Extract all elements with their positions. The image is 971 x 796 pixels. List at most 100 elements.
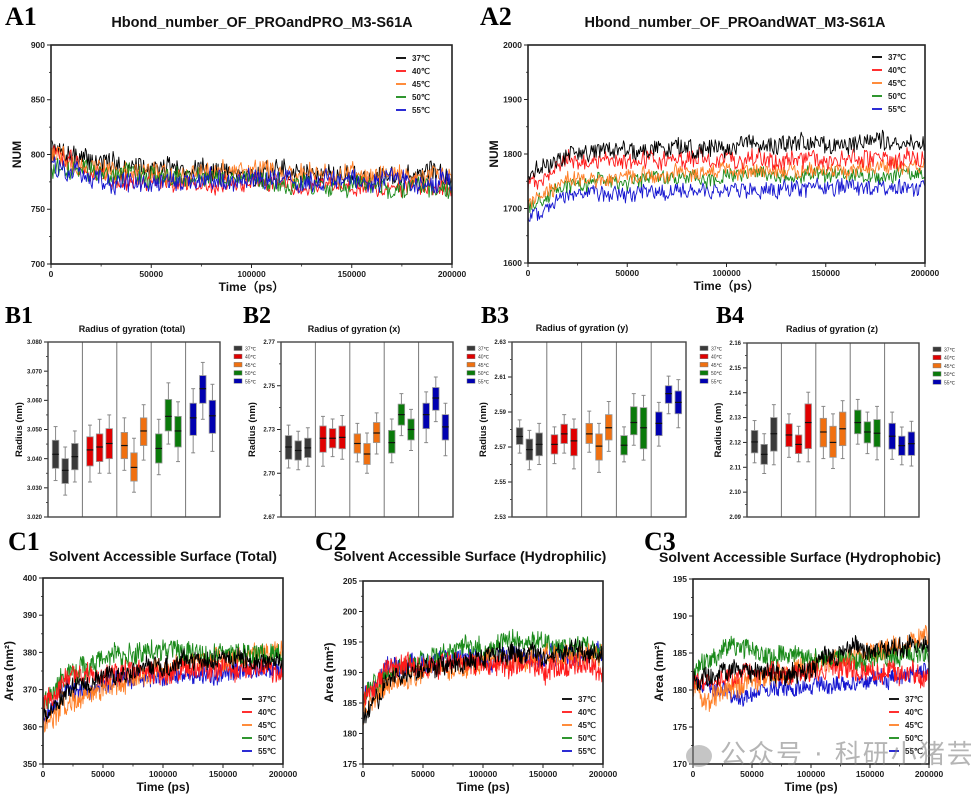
chart-b3: B3 Radius of gyration (y) 2.53 2.55 2.57 2.59… [478, 303, 723, 521]
legend-label: 40℃ [478, 355, 490, 361]
x-axis-label: Time (ps) [784, 780, 837, 794]
y-tick-label: 170 [673, 759, 687, 769]
series-line-50c [51, 157, 452, 200]
chart-title: Solvent Accessible Surface (Hydrophilic) [334, 548, 607, 564]
y-tick-label: 205 [343, 576, 357, 586]
legend-label: 40℃ [412, 67, 430, 76]
x-tick-label: 150000 [338, 269, 367, 279]
legend-label: 55℃ [412, 106, 430, 115]
box-45c-1 [819, 405, 828, 460]
box-55c-1 [422, 391, 430, 444]
x-axis-label: Time（ps） [694, 278, 760, 293]
y-tick-label: 1700 [503, 203, 522, 213]
legend-label: 45℃ [258, 721, 276, 730]
legend-label: 50℃ [478, 371, 490, 377]
box-55c-3 [208, 383, 217, 452]
chart-title: Hbond_number_OF_PROandPRO_M3-S61A [111, 15, 413, 31]
box-45c-1 [585, 410, 593, 453]
y-tick-label: 2.12 [729, 441, 741, 447]
legend-label: 55℃ [944, 380, 956, 386]
y-tick-label: 2.63 [494, 340, 506, 346]
x-tick-label: 150000 [856, 769, 885, 779]
box-37c-1 [284, 424, 293, 469]
y-tick-label: 2.59 [494, 410, 506, 416]
y-tick-label: 190 [673, 611, 687, 621]
plot-frame [50, 44, 453, 265]
legend-label: 45℃ [944, 364, 956, 370]
box-body [164, 399, 173, 432]
x-tick-label: 50000 [411, 769, 435, 779]
legend-label: 37℃ [578, 695, 596, 704]
box-body [199, 375, 207, 404]
legend-swatch [932, 346, 942, 352]
legend-label: 40℃ [711, 355, 723, 361]
box-body [595, 433, 603, 461]
series-group [693, 624, 929, 712]
y-tick-label: 3.020 [27, 515, 43, 521]
box-55c-2 [664, 375, 673, 415]
y-tick-label: 3.040 [27, 457, 43, 463]
legend-label: 37℃ [944, 348, 956, 354]
legend-swatch [466, 362, 476, 368]
box-45c-3 [139, 404, 148, 461]
legend-label: 40℃ [888, 66, 906, 75]
box-45c-1 [353, 422, 362, 463]
legend-label: 50℃ [245, 371, 257, 377]
legend-swatch [466, 370, 476, 376]
box-body [570, 428, 578, 457]
x-tick-label: 200000 [589, 769, 618, 779]
watermark-text: 公众号 · 科研小猪芸 [720, 740, 971, 770]
legend-label: 37℃ [412, 54, 430, 63]
legend-swatch [466, 378, 476, 384]
legend-label: 55℃ [478, 379, 490, 385]
legend-swatch [466, 345, 476, 351]
box-50c-2 [397, 393, 406, 437]
legend-swatch [699, 362, 709, 368]
box-body [804, 403, 812, 450]
legend-label: 55℃ [258, 747, 276, 756]
chart-title: Radius of gyration (z) [786, 324, 878, 334]
box-55c-1 [888, 411, 896, 460]
y-tick-label: 180 [343, 728, 357, 738]
legend-swatch [932, 354, 942, 360]
series-line-37c [693, 634, 929, 692]
box-body [86, 436, 94, 467]
x-tick-label: 200000 [269, 769, 298, 779]
y-tick-label: 2.57 [494, 445, 506, 451]
y-tick-label: 180 [673, 685, 687, 695]
x-tick-label: 100000 [469, 769, 498, 779]
y-tick-label: 2.15 [729, 366, 741, 372]
legend-label: 45℃ [888, 79, 906, 88]
legend-label: 50℃ [944, 372, 956, 378]
panel-label: C2 [315, 527, 347, 556]
y-tick-label: 1800 [503, 149, 522, 159]
legend-label: 55℃ [905, 747, 923, 756]
series-line-55c [693, 662, 929, 707]
box-45c-3 [372, 412, 381, 455]
y-tick-label: 2.75 [263, 384, 275, 390]
y-tick-label: 2000 [503, 40, 522, 50]
x-axis-label: Time（ps） [219, 279, 285, 294]
box-50c-2 [630, 393, 638, 446]
plot-frame [511, 341, 687, 518]
box-50c-1 [620, 426, 628, 463]
legend-label: 45℃ [412, 80, 430, 89]
chart-title: Solvent Accessible Surface (Hydrophobic) [659, 549, 941, 565]
x-tick-label: 0 [41, 769, 46, 779]
box-body [139, 417, 148, 446]
y-tick-label: 3.070 [27, 369, 43, 375]
legend-label: 37℃ [478, 347, 490, 353]
y-axis-label: Radius (nm) [14, 402, 25, 457]
y-axis-label: Radius (nm) [713, 403, 724, 458]
chart-b2: B2 Radius of gyration (x) 2.67 2.70 2.73 2.75… [243, 303, 490, 521]
box-body [61, 458, 69, 484]
box-50c-1 [155, 418, 163, 476]
box-37c-1 [750, 420, 759, 464]
chart-a2: A2 Hbond_number_OF_PROandWAT_M3-S61A 1600 1… [480, 2, 939, 293]
x-tick-label: 200000 [438, 269, 467, 279]
y-tick-label: 2.61 [494, 375, 506, 381]
box-body [664, 385, 673, 404]
y-tick-label: 700 [31, 259, 45, 269]
legend-label: 50℃ [711, 371, 723, 377]
series-line-45c [528, 157, 925, 210]
